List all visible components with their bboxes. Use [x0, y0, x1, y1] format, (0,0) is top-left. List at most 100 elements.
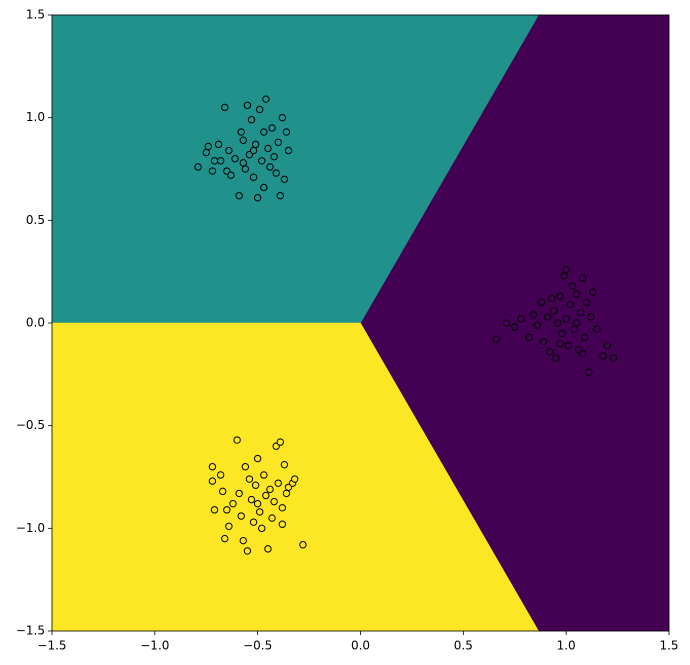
point [253, 194, 262, 202]
y-tick-label: −1.0 [16, 521, 45, 535]
point [270, 152, 278, 161]
y-tick-label: 0.0 [26, 316, 45, 330]
point [268, 124, 276, 132]
point [562, 265, 570, 274]
x-tick-label: −1.5 [37, 639, 66, 653]
point [268, 514, 276, 522]
point [299, 541, 307, 549]
point [266, 485, 274, 494]
point [210, 506, 219, 514]
point [229, 499, 237, 508]
point [264, 144, 272, 153]
point [260, 183, 268, 192]
point [572, 290, 581, 298]
point [221, 103, 229, 112]
point [548, 294, 556, 303]
point [517, 315, 525, 323]
point [233, 436, 241, 444]
point [529, 311, 537, 319]
x-tick-label: 1.0 [557, 639, 576, 653]
point [231, 155, 239, 163]
point [525, 333, 533, 342]
point [258, 524, 266, 533]
point [272, 169, 280, 177]
point [243, 547, 252, 555]
point [603, 341, 611, 350]
point [239, 536, 247, 545]
y-tick-label: −0.5 [16, 418, 45, 432]
point [210, 157, 219, 165]
point [550, 306, 558, 315]
point [247, 495, 256, 504]
point [208, 167, 217, 175]
point [253, 499, 262, 508]
point [208, 463, 217, 471]
point [249, 518, 258, 526]
point [533, 321, 542, 329]
point [580, 333, 589, 342]
point [239, 159, 247, 167]
point [274, 138, 282, 147]
point [256, 105, 264, 114]
point [274, 479, 282, 487]
point [266, 163, 274, 171]
point [221, 534, 229, 543]
point [245, 475, 254, 483]
y-tick-label: 1.5 [26, 8, 45, 22]
point [502, 319, 511, 327]
point [208, 477, 217, 485]
point [539, 337, 548, 346]
point [237, 512, 245, 520]
point [609, 354, 618, 362]
point [290, 475, 299, 483]
point [556, 339, 564, 348]
point [552, 354, 560, 362]
point [270, 497, 278, 506]
point [202, 148, 210, 157]
point [564, 341, 572, 350]
point [251, 481, 260, 489]
point [249, 146, 258, 155]
point [239, 136, 247, 144]
point [554, 319, 562, 327]
point [227, 171, 235, 179]
point [247, 116, 256, 124]
point [216, 471, 225, 479]
x-tick-label: 1.5 [659, 639, 678, 653]
point [194, 163, 202, 171]
point [260, 471, 268, 479]
point [537, 298, 546, 307]
point [511, 323, 519, 331]
point [260, 128, 268, 136]
point [258, 157, 266, 165]
y-tick-label: 0.5 [26, 213, 45, 227]
point [251, 140, 260, 149]
point [568, 282, 577, 290]
point [204, 142, 213, 151]
point [262, 95, 270, 103]
point [492, 335, 500, 344]
point [225, 146, 233, 155]
point [278, 520, 287, 528]
point [256, 508, 264, 516]
point [589, 288, 597, 296]
point [585, 368, 593, 376]
point [570, 325, 579, 333]
y-tick-label: 1.0 [26, 110, 45, 124]
point [558, 329, 566, 337]
point [216, 157, 225, 165]
point [235, 191, 243, 200]
point [566, 300, 574, 309]
point [280, 460, 289, 469]
point [578, 274, 587, 282]
point [282, 489, 291, 498]
point [276, 438, 284, 446]
point [572, 319, 581, 327]
point [214, 140, 223, 149]
point [237, 128, 245, 136]
point [284, 146, 293, 155]
point [253, 454, 262, 463]
x-tick-label: 0.0 [351, 639, 370, 653]
point [278, 113, 287, 122]
